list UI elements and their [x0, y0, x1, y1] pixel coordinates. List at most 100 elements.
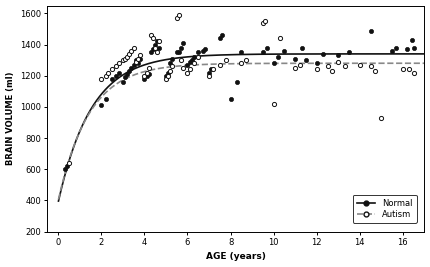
Y-axis label: BRAIN VOLUME (ml): BRAIN VOLUME (ml) — [6, 72, 15, 165]
Point — [406, 67, 413, 72]
Point — [410, 45, 417, 50]
Point — [156, 45, 163, 50]
Point — [270, 61, 277, 65]
Point — [169, 64, 176, 69]
Point — [135, 56, 141, 61]
Point — [104, 70, 111, 75]
Point — [216, 63, 223, 67]
Point — [199, 49, 206, 53]
Point — [313, 67, 320, 72]
Point — [154, 50, 161, 54]
Point — [210, 67, 217, 72]
Point — [120, 80, 126, 84]
Point — [186, 67, 193, 72]
Point — [66, 161, 73, 165]
Point — [102, 97, 109, 101]
Point — [206, 74, 212, 78]
Point — [61, 167, 68, 171]
Point — [143, 70, 150, 75]
Point — [152, 45, 159, 50]
Point — [238, 50, 245, 54]
Point — [335, 53, 342, 58]
Point — [64, 164, 71, 168]
Point — [292, 56, 299, 61]
Point — [147, 50, 154, 54]
Point — [137, 56, 144, 61]
Point — [190, 61, 197, 65]
Point — [143, 74, 150, 78]
Point — [367, 64, 374, 69]
Point — [296, 63, 303, 67]
Point — [190, 55, 197, 59]
Point — [167, 61, 174, 65]
Point — [167, 69, 174, 73]
Point — [130, 63, 137, 67]
Point — [410, 70, 417, 75]
Point — [389, 49, 396, 53]
Point — [98, 77, 105, 81]
Point — [115, 70, 122, 75]
Point — [169, 56, 176, 61]
Point — [313, 61, 320, 65]
Legend: Normal, Autism: Normal, Autism — [353, 195, 417, 223]
Point — [130, 45, 137, 50]
Point — [180, 41, 187, 45]
Point — [208, 67, 215, 72]
Point — [270, 102, 277, 106]
Point — [109, 67, 116, 72]
X-axis label: AGE (years): AGE (years) — [206, 252, 266, 261]
Point — [367, 28, 374, 33]
Point — [132, 60, 139, 64]
Point — [329, 69, 335, 73]
Point — [274, 55, 281, 59]
Point — [163, 77, 169, 81]
Point — [173, 50, 180, 54]
Point — [206, 70, 212, 75]
Point — [320, 52, 327, 56]
Point — [238, 61, 245, 65]
Point — [150, 36, 157, 40]
Point — [135, 61, 141, 65]
Point — [378, 116, 385, 120]
Point — [201, 47, 208, 51]
Point — [120, 58, 126, 62]
Point — [259, 50, 266, 54]
Point — [186, 60, 193, 64]
Point — [178, 58, 184, 62]
Point — [404, 47, 411, 51]
Point — [109, 77, 116, 81]
Point — [122, 56, 129, 61]
Point — [126, 52, 133, 56]
Point — [115, 61, 122, 65]
Point — [184, 70, 191, 75]
Point — [346, 50, 353, 54]
Point — [141, 77, 148, 81]
Point — [156, 39, 163, 44]
Point — [145, 72, 152, 76]
Point — [141, 74, 148, 78]
Point — [303, 58, 310, 62]
Point — [165, 70, 172, 75]
Point — [152, 42, 159, 47]
Point — [173, 16, 180, 20]
Point — [259, 21, 266, 25]
Point — [165, 74, 172, 78]
Point — [324, 64, 331, 69]
Point — [399, 67, 406, 72]
Point — [122, 75, 129, 79]
Point — [98, 103, 105, 108]
Point — [195, 55, 202, 59]
Point — [126, 69, 133, 73]
Point — [292, 66, 299, 70]
Point — [227, 97, 234, 101]
Point — [408, 38, 415, 42]
Point — [372, 69, 378, 73]
Point — [276, 36, 283, 40]
Point — [128, 66, 135, 70]
Point — [132, 58, 139, 62]
Point — [124, 55, 131, 59]
Point — [242, 58, 249, 62]
Point — [137, 53, 144, 58]
Point — [335, 60, 342, 64]
Point — [233, 80, 240, 84]
